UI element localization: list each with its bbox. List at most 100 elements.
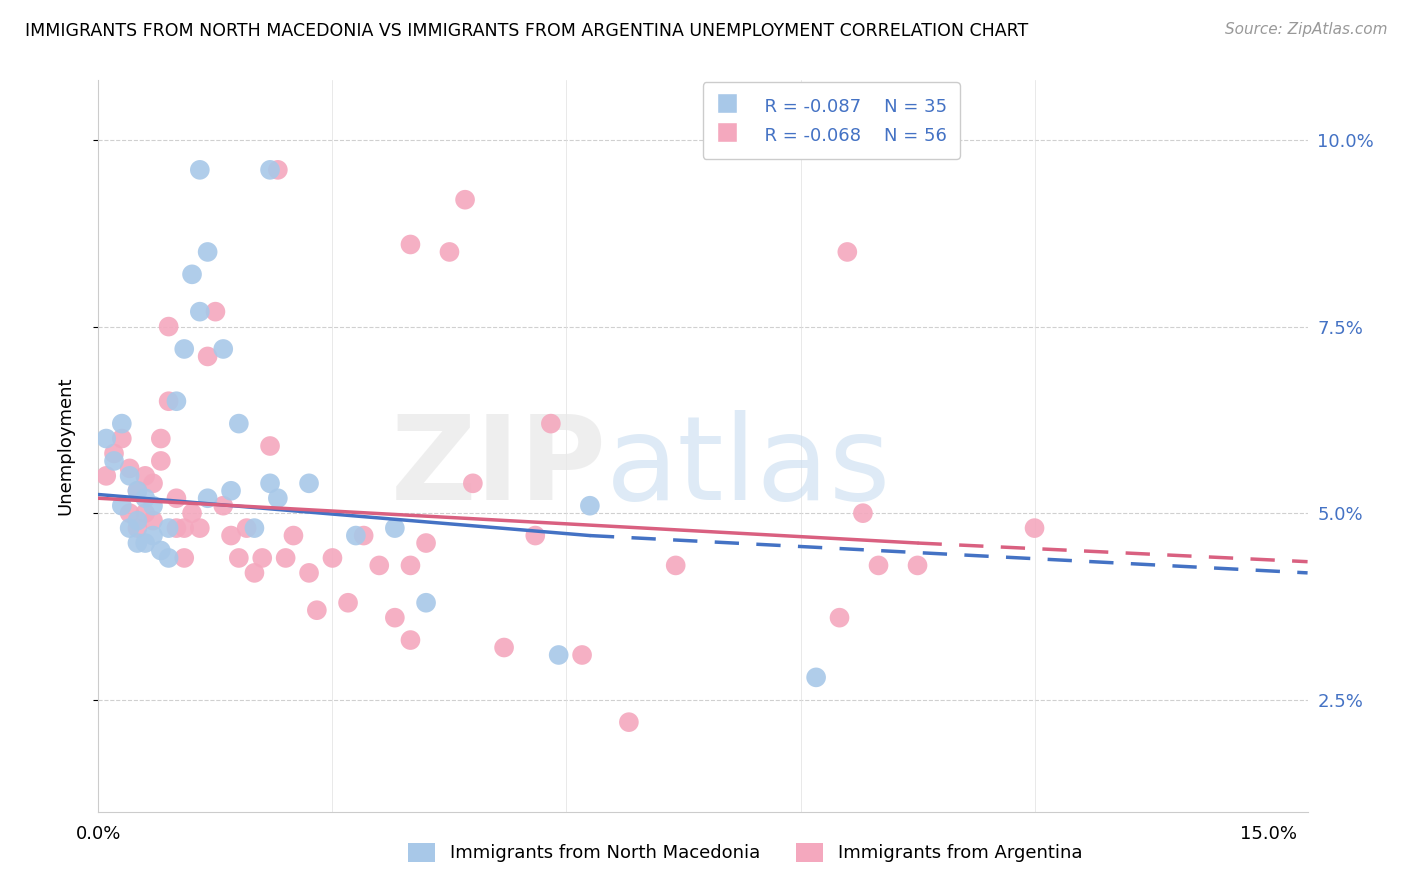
Text: IMMIGRANTS FROM NORTH MACEDONIA VS IMMIGRANTS FROM ARGENTINA UNEMPLOYMENT CORREL: IMMIGRANTS FROM NORTH MACEDONIA VS IMMIG… — [25, 22, 1029, 40]
Point — [384, 521, 406, 535]
Text: Source: ZipAtlas.com: Source: ZipAtlas.com — [1225, 22, 1388, 37]
Point — [907, 558, 929, 573]
Point — [399, 558, 422, 573]
Point — [103, 454, 125, 468]
Point — [274, 551, 297, 566]
Point — [579, 499, 602, 513]
Point — [118, 521, 141, 535]
Point — [321, 551, 343, 566]
Point — [384, 610, 406, 624]
Point — [399, 237, 422, 252]
Point — [828, 610, 851, 624]
Point — [134, 506, 156, 520]
Point — [197, 244, 219, 259]
Point — [157, 319, 180, 334]
Point — [837, 244, 859, 259]
Point — [165, 491, 187, 506]
Point — [337, 596, 360, 610]
Point — [368, 558, 391, 573]
Point — [111, 432, 134, 446]
Point — [173, 342, 195, 356]
Point — [173, 521, 195, 535]
Point — [259, 476, 281, 491]
Point — [868, 558, 890, 573]
Point — [617, 715, 640, 730]
Text: atlas: atlas — [606, 410, 891, 525]
Point — [127, 483, 149, 498]
Point — [267, 491, 290, 506]
Point — [212, 499, 235, 513]
Point — [96, 468, 118, 483]
Legend: Immigrants from North Macedonia, Immigrants from Argentina: Immigrants from North Macedonia, Immigra… — [401, 836, 1090, 870]
Point — [188, 521, 211, 535]
Point — [353, 528, 375, 542]
Point — [173, 551, 195, 566]
Point — [165, 394, 187, 409]
Point — [103, 446, 125, 460]
Point — [142, 514, 165, 528]
Point — [118, 468, 141, 483]
Point — [111, 417, 134, 431]
Point — [127, 521, 149, 535]
Point — [259, 439, 281, 453]
Point — [547, 648, 569, 662]
Point — [399, 633, 422, 648]
Point — [181, 268, 204, 282]
Point — [149, 543, 172, 558]
Point — [127, 514, 149, 528]
Point — [344, 528, 367, 542]
Point — [1024, 521, 1046, 535]
Point — [212, 342, 235, 356]
Point — [149, 432, 172, 446]
Point — [188, 162, 211, 177]
Point — [142, 476, 165, 491]
Point — [118, 506, 141, 520]
Point — [243, 521, 266, 535]
Point — [267, 162, 290, 177]
Point — [571, 648, 593, 662]
Point — [243, 566, 266, 580]
Point — [540, 417, 562, 431]
Point — [127, 483, 149, 498]
Point — [439, 244, 461, 259]
Point — [142, 499, 165, 513]
Point — [157, 394, 180, 409]
Point — [665, 558, 688, 573]
Point — [134, 536, 156, 550]
Text: ZIP: ZIP — [391, 410, 606, 525]
Point — [134, 468, 156, 483]
Point — [228, 551, 250, 566]
Point — [259, 162, 281, 177]
Point — [852, 506, 875, 520]
Point — [157, 521, 180, 535]
Point — [305, 603, 328, 617]
Point — [235, 521, 257, 535]
Point — [197, 491, 219, 506]
Point — [219, 483, 242, 498]
Point — [804, 670, 827, 684]
Point — [188, 304, 211, 318]
Point — [118, 461, 141, 475]
Point — [415, 536, 437, 550]
Point — [96, 432, 118, 446]
Point — [197, 350, 219, 364]
Point — [219, 528, 242, 542]
Point — [415, 596, 437, 610]
Point — [157, 551, 180, 566]
Point — [149, 454, 172, 468]
Point — [298, 566, 321, 580]
Point — [204, 304, 226, 318]
Point — [127, 536, 149, 550]
Point — [298, 476, 321, 491]
Y-axis label: Unemployment: Unemployment — [56, 376, 75, 516]
Point — [252, 551, 274, 566]
Point — [524, 528, 547, 542]
Legend:   R = -0.087    N = 35,   R = -0.068    N = 56: R = -0.087 N = 35, R = -0.068 N = 56 — [703, 82, 960, 159]
Point — [494, 640, 516, 655]
Point — [228, 417, 250, 431]
Point — [454, 193, 477, 207]
Point — [461, 476, 484, 491]
Point — [134, 491, 156, 506]
Point — [283, 528, 305, 542]
Point — [142, 528, 165, 542]
